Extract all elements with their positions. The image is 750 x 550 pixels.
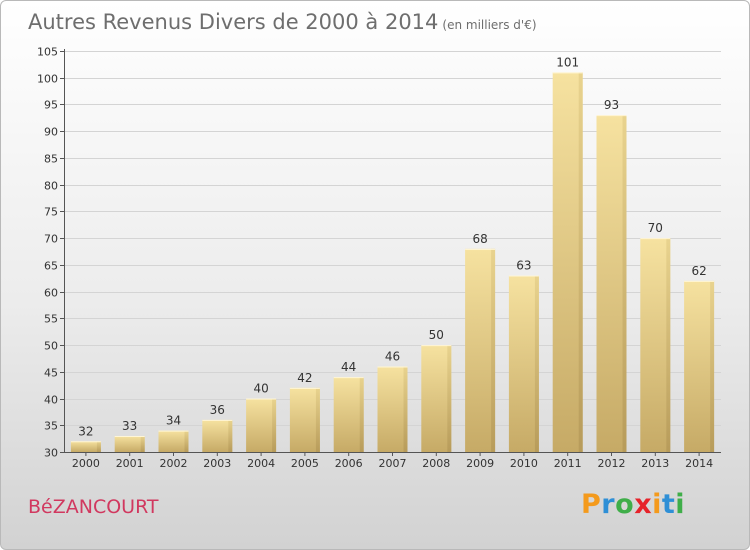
logo-letter: x (634, 489, 653, 520)
y-tick-label: 35 (44, 420, 58, 433)
x-tick-label: 2012 (598, 457, 626, 470)
x-tick-label: 2010 (510, 457, 538, 470)
axes: 30 35 40 45 50 55 60 65 70 75 80 85 90 95 100 105 2000 20… (37, 46, 721, 470)
bar (114, 435, 145, 452)
y-tick-label: 85 (44, 153, 58, 166)
bar (596, 115, 627, 452)
logo-letter: t (661, 489, 676, 520)
bar-shade (228, 419, 233, 452)
data-label: 63 (516, 259, 531, 273)
y-tick-label: 55 (44, 313, 58, 326)
y-tick-label: 30 (44, 447, 58, 460)
y-tick-label: 100 (37, 73, 58, 86)
bar (465, 248, 496, 452)
bar-shade (491, 248, 496, 452)
bar (246, 398, 277, 452)
x-tick-label: 2006 (335, 457, 363, 470)
bar-shade (534, 275, 539, 452)
bar-shade (359, 377, 364, 452)
logo-letter: i (652, 489, 662, 520)
data-label: 40 (253, 382, 268, 396)
logo-letter: P (581, 489, 602, 520)
bar-shade (315, 387, 320, 452)
data-label: 33 (122, 419, 137, 433)
bar-shade (403, 366, 408, 452)
bar-shade (96, 441, 101, 452)
bar-shade (710, 280, 715, 452)
town-name: BéZANCOURT (28, 496, 159, 518)
logo-letter: r (601, 489, 616, 520)
y-tick-label: 45 (44, 367, 58, 380)
y-tick-label: 75 (44, 206, 58, 219)
bar-shade (666, 238, 671, 452)
bar (202, 419, 233, 452)
bar (508, 275, 539, 452)
bar-shade (622, 115, 627, 452)
data-label: 46 (385, 349, 400, 363)
bar (421, 345, 452, 452)
y-tick-label: 40 (44, 394, 58, 407)
x-tick-label: 2005 (291, 457, 319, 470)
y-tick-label: 90 (44, 126, 58, 139)
bar-shade (272, 398, 277, 452)
bar (640, 238, 671, 452)
x-tick-label: 2004 (247, 457, 275, 470)
y-tick-label: 70 (44, 233, 58, 246)
y-tick-label: 105 (37, 46, 58, 59)
bar (70, 441, 101, 452)
x-tick-label: 2013 (641, 457, 669, 470)
bar (333, 377, 364, 452)
x-tick-label: 2002 (160, 457, 188, 470)
chart-subtitle: (en milliers d'€) (442, 18, 537, 32)
y-tick-label: 95 (44, 99, 58, 112)
data-label: 50 (429, 328, 444, 342)
x-tick-label: 2003 (203, 457, 231, 470)
data-label: 68 (472, 232, 487, 246)
data-label: 101 (556, 55, 579, 69)
bar-shade (578, 72, 583, 453)
x-tick-label: 2001 (116, 457, 144, 470)
bar-shade (447, 345, 452, 452)
data-label: 32 (78, 424, 93, 438)
x-tick-label: 2011 (554, 457, 582, 470)
x-tick-label: 2008 (422, 457, 450, 470)
bar (684, 280, 715, 452)
x-tick-label: 2014 (685, 457, 713, 470)
logo-letter: o (615, 489, 635, 520)
proxiti-logo[interactable]: Proxiti (581, 489, 685, 520)
bar-shade (140, 435, 145, 452)
y-tick-label: 50 (44, 340, 58, 353)
x-tick-label: 2007 (379, 457, 407, 470)
logo-letter: i (675, 489, 686, 520)
bar (377, 366, 408, 452)
data-label: 36 (210, 403, 225, 417)
data-label: 34 (166, 414, 181, 428)
data-label: 93 (604, 98, 619, 112)
chart-title-text: Autres Revenus Divers de 2000 à 2014 (28, 10, 439, 34)
bar-shade (184, 430, 189, 452)
data-label: 70 (648, 221, 663, 235)
chart-title: Autres Revenus Divers de 2000 à 2014 (en … (28, 10, 537, 34)
data-label: 42 (297, 371, 312, 385)
bar (289, 387, 320, 452)
bars: 32 33 34 36 40 42 44 46 50 68 63 101 93 70 62 (70, 55, 715, 453)
x-tick-label: 2009 (466, 457, 494, 470)
data-label: 44 (341, 360, 356, 374)
bar (158, 430, 189, 452)
x-tick-label: 2000 (72, 457, 100, 470)
bar (552, 72, 583, 453)
y-tick-label: 60 (44, 287, 58, 300)
data-label: 62 (691, 264, 706, 278)
y-tick-label: 80 (44, 180, 58, 193)
y-tick-label: 65 (44, 260, 58, 273)
